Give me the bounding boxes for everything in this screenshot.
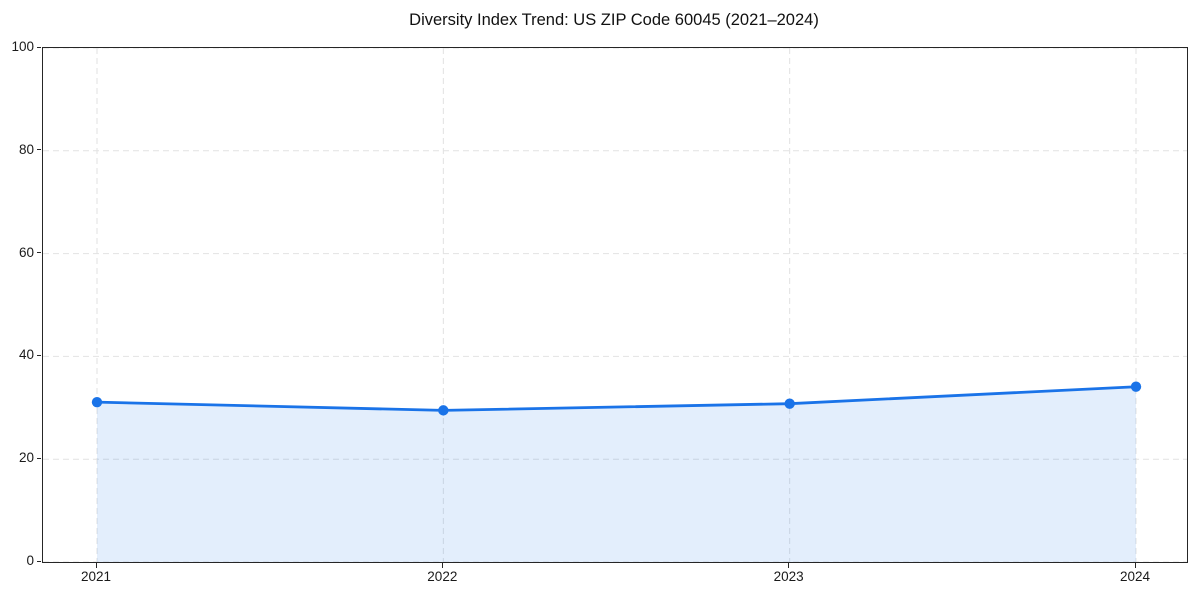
data-point-marker: [438, 405, 449, 416]
data-point-marker: [784, 398, 795, 409]
y-axis-tick: [36, 354, 41, 356]
y-axis-tick: [36, 252, 41, 254]
x-axis-tick-label: 2023: [773, 569, 804, 584]
x-axis-tick-label: 2022: [427, 569, 458, 584]
y-axis-tick: [36, 46, 41, 48]
y-axis-tick: [36, 149, 41, 151]
y-axis-tick-label: 20: [18, 450, 34, 466]
plot-area: [42, 47, 1188, 563]
x-axis-tick: [95, 563, 97, 568]
chart-canvas: [43, 48, 1187, 562]
trend-line: [95, 385, 1138, 412]
y-axis-tick: [36, 560, 41, 562]
y-axis-tick-label: 0: [26, 553, 34, 568]
y-axis-tick: [36, 457, 41, 459]
data-point-marker: [91, 396, 103, 408]
x-axis-tick: [788, 563, 790, 568]
area-fill: [97, 386, 1136, 562]
y-axis-tick-label: 60: [18, 244, 34, 260]
chart-title: Diversity Index Trend: US ZIP Code 60045…: [409, 11, 819, 29]
data-point-marker: [1130, 381, 1142, 392]
y-axis-tick-label: 100: [11, 39, 34, 54]
x-axis-tick: [1134, 563, 1136, 568]
x-axis-tick: [441, 563, 443, 568]
x-axis-tick-label: 2021: [80, 569, 112, 584]
y-axis-tick-label: 80: [18, 141, 34, 157]
y-axis-tick-label: 40: [18, 347, 34, 363]
x-axis-tick-label: 2024: [1119, 569, 1151, 584]
